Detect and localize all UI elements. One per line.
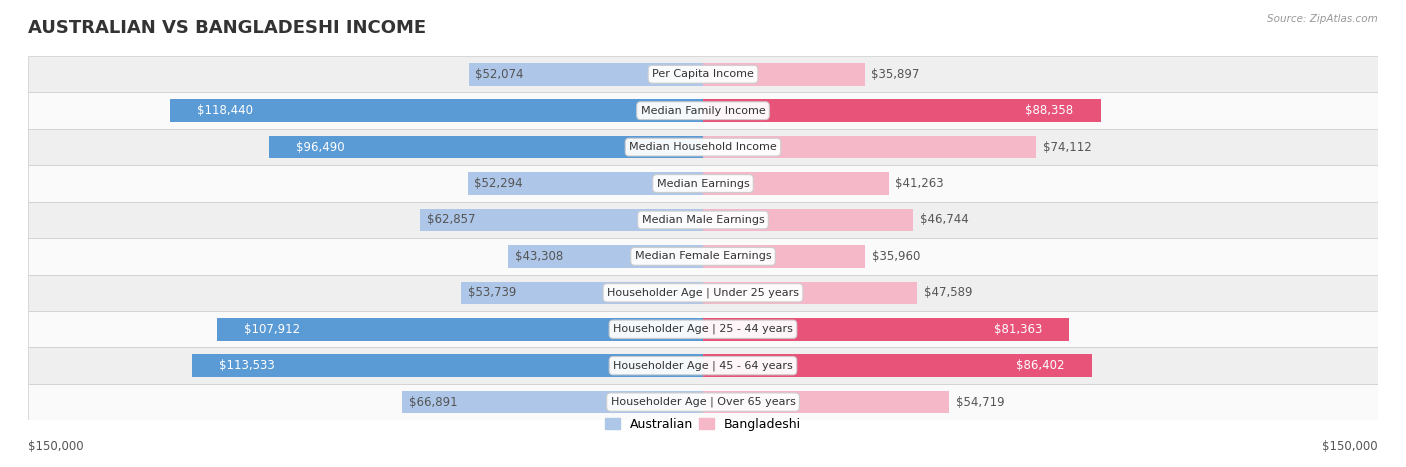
Bar: [703, 136, 1036, 158]
Text: $107,912: $107,912: [245, 323, 301, 336]
Text: $47,589: $47,589: [924, 286, 973, 299]
Text: Source: ZipAtlas.com: Source: ZipAtlas.com: [1267, 14, 1378, 24]
Text: Householder Age | Over 65 years: Householder Age | Over 65 years: [610, 397, 796, 407]
Text: $41,263: $41,263: [896, 177, 943, 190]
Text: $118,440: $118,440: [197, 104, 253, 117]
Bar: [508, 245, 703, 268]
Bar: [28, 202, 1378, 238]
Bar: [402, 391, 703, 413]
Text: Householder Age | Under 25 years: Householder Age | Under 25 years: [607, 288, 799, 298]
Bar: [28, 311, 1378, 347]
Bar: [468, 63, 703, 85]
Text: $54,719: $54,719: [956, 396, 1004, 409]
Text: AUSTRALIAN VS BANGLADESHI INCOME: AUSTRALIAN VS BANGLADESHI INCOME: [28, 19, 426, 37]
Bar: [28, 165, 1378, 202]
Bar: [28, 129, 1378, 165]
Text: Median Female Earnings: Median Female Earnings: [634, 251, 772, 262]
Text: $86,402: $86,402: [1017, 359, 1064, 372]
Text: Householder Age | 45 - 64 years: Householder Age | 45 - 64 years: [613, 361, 793, 371]
Bar: [28, 238, 1378, 275]
Bar: [703, 391, 949, 413]
Text: $74,112: $74,112: [1043, 141, 1092, 154]
Bar: [218, 318, 703, 340]
Bar: [703, 209, 914, 231]
Text: $96,490: $96,490: [295, 141, 344, 154]
Text: Median Earnings: Median Earnings: [657, 178, 749, 189]
Text: $52,074: $52,074: [475, 68, 524, 81]
Bar: [703, 99, 1101, 122]
Bar: [170, 99, 703, 122]
Bar: [28, 56, 1378, 92]
Text: $62,857: $62,857: [427, 213, 475, 226]
Text: $66,891: $66,891: [409, 396, 457, 409]
Bar: [461, 282, 703, 304]
Text: $35,960: $35,960: [872, 250, 920, 263]
Bar: [703, 354, 1091, 377]
Text: $52,294: $52,294: [474, 177, 523, 190]
Text: $150,000: $150,000: [1322, 440, 1378, 453]
Bar: [28, 275, 1378, 311]
Bar: [420, 209, 703, 231]
Bar: [703, 282, 917, 304]
Text: Per Capita Income: Per Capita Income: [652, 69, 754, 79]
Text: $113,533: $113,533: [219, 359, 276, 372]
Bar: [28, 384, 1378, 420]
Bar: [703, 318, 1069, 340]
Text: $53,739: $53,739: [468, 286, 516, 299]
Text: $150,000: $150,000: [28, 440, 84, 453]
Text: $88,358: $88,358: [1025, 104, 1074, 117]
Bar: [703, 63, 865, 85]
Text: $46,744: $46,744: [920, 213, 969, 226]
Bar: [703, 172, 889, 195]
Text: $43,308: $43,308: [515, 250, 564, 263]
Text: $35,897: $35,897: [872, 68, 920, 81]
Bar: [193, 354, 703, 377]
Bar: [269, 136, 703, 158]
Bar: [28, 347, 1378, 384]
Text: Median Household Income: Median Household Income: [628, 142, 778, 152]
Bar: [703, 245, 865, 268]
Text: Median Family Income: Median Family Income: [641, 106, 765, 116]
Text: Householder Age | 25 - 44 years: Householder Age | 25 - 44 years: [613, 324, 793, 334]
Bar: [468, 172, 703, 195]
Bar: [28, 92, 1378, 129]
Text: $81,363: $81,363: [994, 323, 1042, 336]
Text: Median Male Earnings: Median Male Earnings: [641, 215, 765, 225]
Legend: Australian, Bangladeshi: Australian, Bangladeshi: [600, 413, 806, 436]
